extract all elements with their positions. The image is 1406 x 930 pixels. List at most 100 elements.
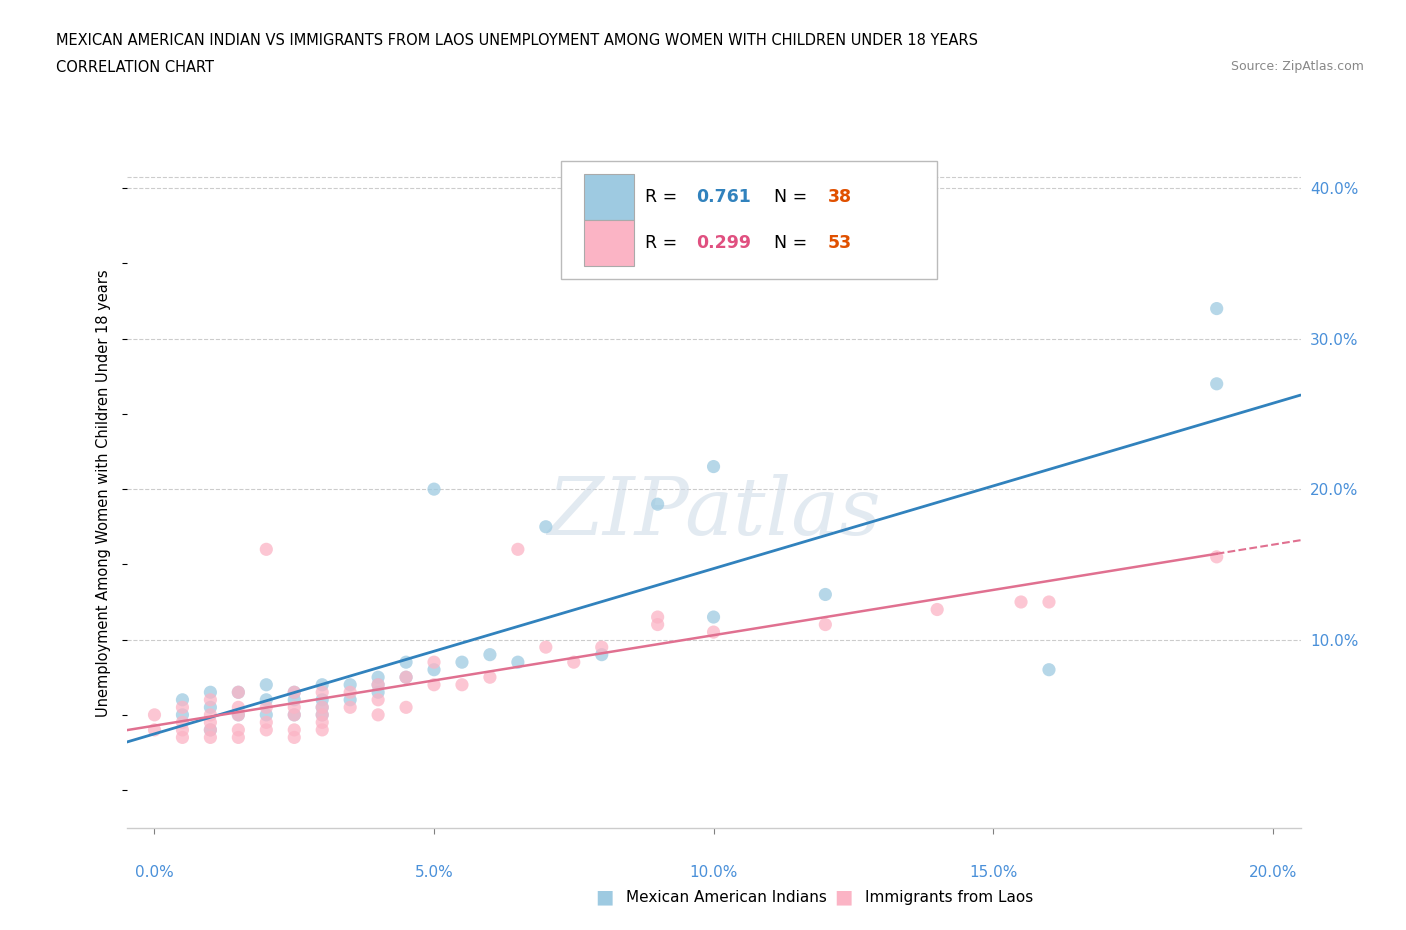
Point: [311, 700, 333, 715]
Point: [283, 730, 305, 745]
Point: [283, 692, 305, 707]
Point: [254, 715, 277, 730]
Point: [172, 692, 194, 707]
Point: [423, 482, 446, 497]
Point: [395, 655, 418, 670]
Point: [451, 677, 474, 692]
Point: [200, 708, 222, 723]
Text: Mexican American Indians: Mexican American Indians: [626, 890, 827, 905]
Text: 0.299: 0.299: [696, 233, 751, 252]
Point: [367, 708, 389, 723]
Point: [814, 587, 837, 602]
Point: [367, 692, 389, 707]
Point: [143, 708, 166, 723]
Point: [283, 708, 305, 723]
Text: ■: ■: [595, 888, 614, 907]
Text: 20.0%: 20.0%: [1249, 865, 1296, 880]
Point: [506, 655, 529, 670]
Point: [647, 609, 669, 624]
Point: [339, 684, 361, 699]
Point: [367, 677, 389, 692]
Point: [283, 708, 305, 723]
Point: [647, 497, 669, 512]
Point: [423, 677, 446, 692]
Point: [311, 715, 333, 730]
Point: [200, 700, 222, 715]
Point: [814, 618, 837, 632]
FancyBboxPatch shape: [585, 174, 634, 220]
Point: [1038, 662, 1060, 677]
Y-axis label: Unemployment Among Women with Children Under 18 years: Unemployment Among Women with Children U…: [96, 269, 111, 717]
Point: [200, 715, 222, 730]
Point: [367, 670, 389, 684]
Point: [254, 542, 277, 557]
Point: [311, 677, 333, 692]
Point: [703, 459, 725, 474]
Text: N =: N =: [763, 233, 813, 252]
FancyBboxPatch shape: [561, 162, 936, 279]
Point: [283, 684, 305, 699]
Point: [534, 519, 557, 534]
Point: [311, 723, 333, 737]
Point: [254, 723, 277, 737]
Text: R =: R =: [645, 233, 683, 252]
Point: [200, 730, 222, 745]
Point: [172, 700, 194, 715]
Point: [200, 723, 222, 737]
Point: [423, 655, 446, 670]
Text: 0.0%: 0.0%: [135, 865, 174, 880]
Point: [395, 670, 418, 684]
Point: [311, 692, 333, 707]
Point: [703, 609, 725, 624]
Point: [228, 708, 250, 723]
Point: [254, 692, 277, 707]
Point: [311, 708, 333, 723]
Point: [143, 723, 166, 737]
Point: [228, 684, 250, 699]
Point: [506, 542, 529, 557]
Point: [283, 700, 305, 715]
Text: 0.761: 0.761: [696, 188, 751, 206]
Text: CORRELATION CHART: CORRELATION CHART: [56, 60, 214, 75]
Point: [591, 640, 613, 655]
Point: [311, 700, 333, 715]
Point: [228, 684, 250, 699]
Point: [228, 723, 250, 737]
Point: [200, 692, 222, 707]
Point: [283, 723, 305, 737]
Text: 38: 38: [827, 188, 852, 206]
Point: [591, 647, 613, 662]
Point: [254, 708, 277, 723]
Point: [311, 708, 333, 723]
Text: 5.0%: 5.0%: [415, 865, 453, 880]
Point: [228, 708, 250, 723]
Point: [283, 684, 305, 699]
FancyBboxPatch shape: [585, 219, 634, 266]
Text: 15.0%: 15.0%: [969, 865, 1018, 880]
Point: [423, 662, 446, 677]
Point: [534, 640, 557, 655]
Text: ■: ■: [834, 888, 853, 907]
Point: [647, 618, 669, 632]
Point: [254, 700, 277, 715]
Point: [339, 692, 361, 707]
Text: R =: R =: [645, 188, 683, 206]
Point: [1205, 550, 1227, 565]
Point: [200, 684, 222, 699]
Point: [172, 715, 194, 730]
Point: [1038, 594, 1060, 609]
Point: [478, 647, 501, 662]
Text: N =: N =: [763, 188, 813, 206]
Point: [172, 730, 194, 745]
Point: [172, 708, 194, 723]
Text: 10.0%: 10.0%: [689, 865, 738, 880]
Point: [451, 655, 474, 670]
Point: [172, 723, 194, 737]
Point: [478, 670, 501, 684]
Point: [1010, 594, 1032, 609]
Point: [228, 700, 250, 715]
Text: MEXICAN AMERICAN INDIAN VS IMMIGRANTS FROM LAOS UNEMPLOYMENT AMONG WOMEN WITH CH: MEXICAN AMERICAN INDIAN VS IMMIGRANTS FR…: [56, 33, 979, 47]
Point: [228, 730, 250, 745]
Point: [1205, 377, 1227, 392]
Text: ZIPatlas: ZIPatlas: [547, 474, 880, 551]
